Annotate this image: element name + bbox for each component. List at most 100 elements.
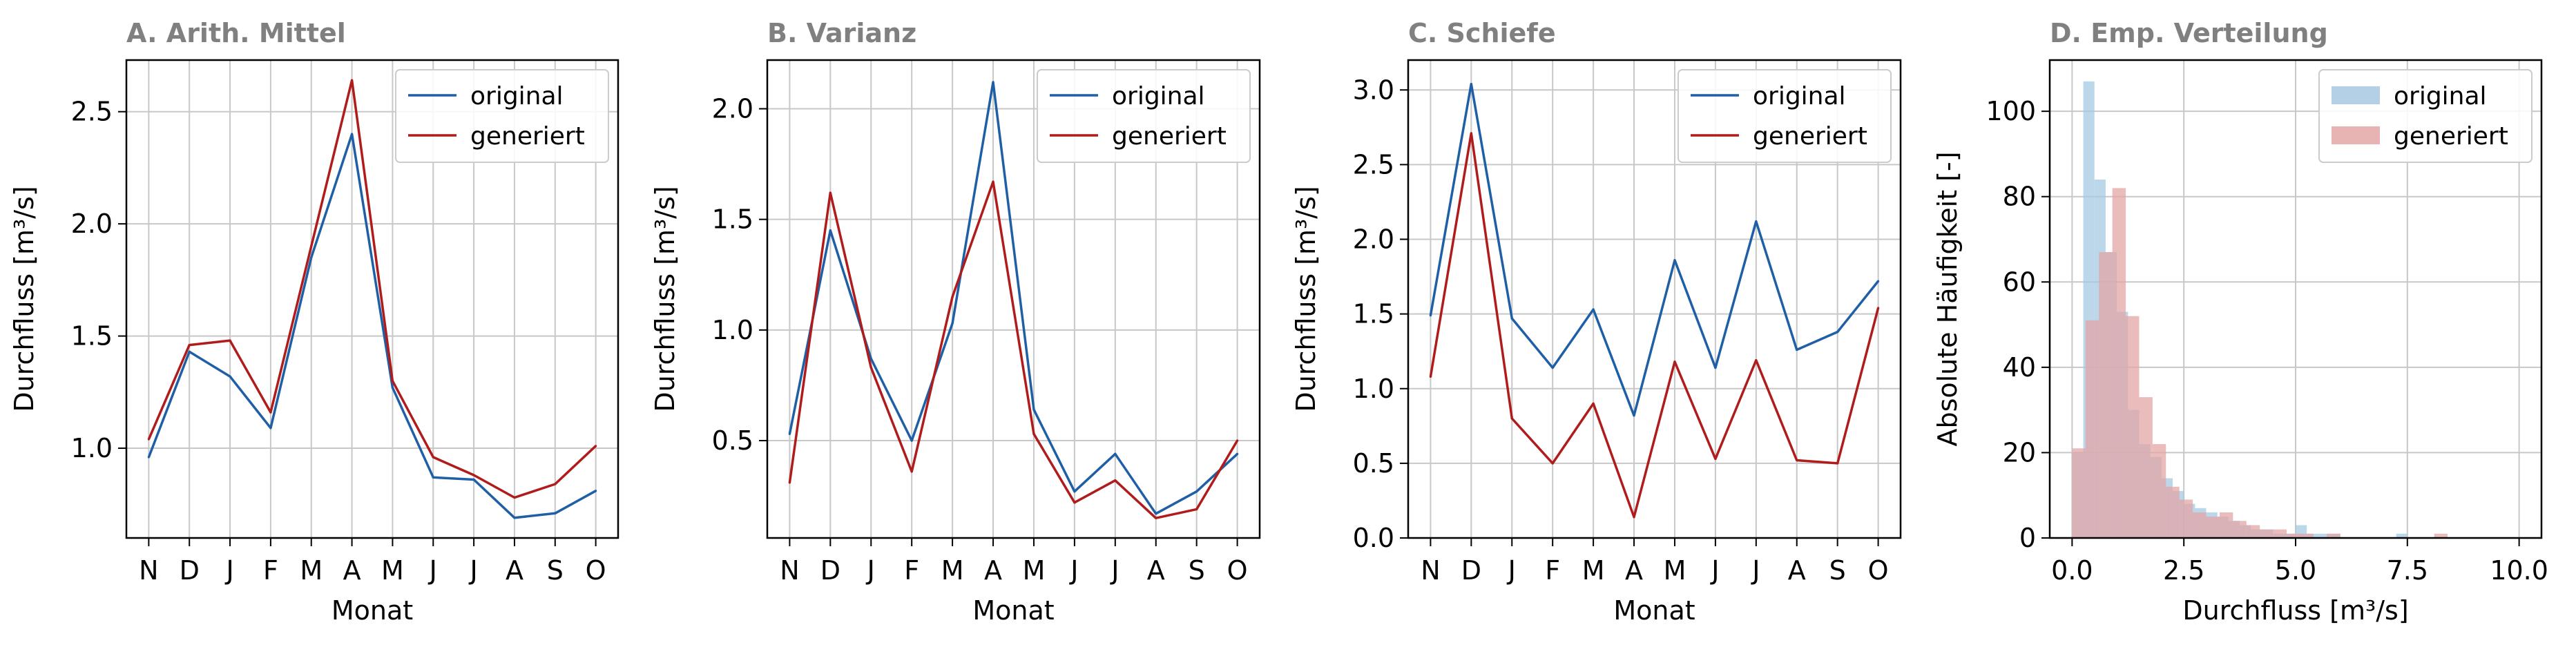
panel-c: C. Schiefe 0.0 0.5 1.0 1.5 2.0 2.5 3.0 Durchflus… [1291,18,1902,626]
axes-frame [125,59,619,539]
data-point-generiert [310,245,313,248]
y-tick-label: 1.5 [71,321,113,352]
x-tick-label: J [1507,555,1516,586]
data-point-original [1876,280,1880,282]
axes-frame [1407,59,1902,539]
x-tick-label: A [1147,555,1165,586]
x-tick-label: A [1625,555,1643,586]
data-point-original [829,229,832,232]
data-point-original [1592,308,1595,311]
data-point-original [1032,408,1035,411]
x-tick-label: J [1710,555,1719,586]
data-point-generiert [472,474,475,476]
y-tick-label: 40 [2003,352,2036,383]
data-point-generiert [188,344,191,347]
series-line-generiert [147,79,597,499]
data-point-generiert [432,456,434,459]
hist-bar-generiert [2273,529,2287,538]
data-point-original [788,432,791,436]
data-point-original [554,512,557,514]
x-tick-label: O [1227,555,1248,586]
legend: original generiert [1678,69,1892,163]
legend-label-generiert: generiert [2394,122,2508,151]
legend-label-original: original [470,82,564,110]
y-tick-label: 1.5 [1353,299,1394,329]
data-point-generiert [1592,402,1595,405]
data-point-generiert [1714,457,1717,460]
data-point-original [188,350,191,353]
hist-bar-generiert [2260,529,2274,538]
x-axis-label: Monat [972,595,1054,626]
data-point-generiert [595,445,597,447]
legend-label-generiert: generiert [470,122,585,151]
x-tick-label: 5.0 [2275,555,2316,586]
data-point-generiert [147,438,150,441]
x-axis-label: Monat [1613,595,1695,626]
data-point-generiert [350,79,354,81]
hist-bar-generiert [2099,252,2113,538]
x-tick-label: 7.5 [2387,555,2428,586]
x-tick-label: D [820,555,840,586]
hist-bar-generiert [2166,486,2180,538]
series-line-original [1429,82,1879,417]
x-tick-label: J [866,555,875,586]
y-tick-label: 0.5 [1353,448,1394,479]
data-point-original [310,256,313,259]
x-tick-label: A [343,555,361,586]
data-point-original [951,322,954,325]
data-point-original [1633,414,1635,417]
data-point-generiert [992,180,994,183]
x-tick-label: J [1751,555,1760,586]
data-point-original [472,478,475,481]
panel-title: D. Emp. Verteilung [2050,18,2328,48]
data-point-generiert [1073,501,1076,504]
panel-title: C. Schiefe [1408,18,1556,48]
data-point-original [1673,259,1676,262]
y-tick-label: 2.5 [71,97,113,127]
data-point-original [1470,83,1472,86]
legend: original generiert [2318,69,2532,163]
y-tick-label: 2.0 [1353,224,1394,255]
hist-bar-generiert [2327,533,2340,538]
data-point-original [229,375,231,378]
data-point-generiert [910,470,913,473]
y-tick-label: 0 [2019,523,2036,553]
panel-d: D. Emp. Verteilung 0 20 40 60 80 100 Absolute H… [1932,18,2548,626]
data-point-original [1195,490,1198,493]
x-tick-label: J [428,555,437,586]
data-point-original [1796,348,1798,352]
hist-bar-generiert [2126,316,2140,538]
panel-b: B. Varianz 0.5 1.0 1.5 2.0 Durchfluss [m³/s] N… [650,18,1261,626]
y-tick-label: 2.0 [71,209,113,239]
data-point-generiert [1236,439,1239,442]
legend: original generiert [1037,69,1251,163]
data-point-generiert [229,339,231,342]
x-tick-label: M [1023,555,1046,586]
data-point-original [1755,220,1758,223]
data-point-generiert [1470,132,1472,135]
y-tick-label: 2.5 [1353,149,1394,180]
series-line-generiert [788,180,1239,519]
y-tick-label: 80 [2003,182,2036,212]
data-point-generiert [1755,359,1758,362]
data-point-generiert [869,366,872,369]
data-point-generiert [1155,517,1157,519]
y-tick-label: 20 [2003,437,2036,468]
data-point-original [595,490,597,492]
x-tick-label: M [381,555,404,586]
y-tick-label: 1.5 [712,204,753,235]
panel-title: B. Varianz [767,18,916,48]
x-tick-label: M [1582,555,1605,586]
hist-bar-original [2318,533,2329,538]
data-point-original [1429,314,1432,317]
data-point-original [1714,366,1717,369]
data-point-original [1836,330,1839,334]
data-point-original [1073,490,1076,493]
data-point-generiert [951,296,954,298]
x-tick-label: A [506,555,523,586]
data-point-original [1551,366,1554,369]
legend-label-original: original [2394,82,2487,110]
x-tick-label: M [941,555,964,586]
data-point-original [432,476,434,479]
